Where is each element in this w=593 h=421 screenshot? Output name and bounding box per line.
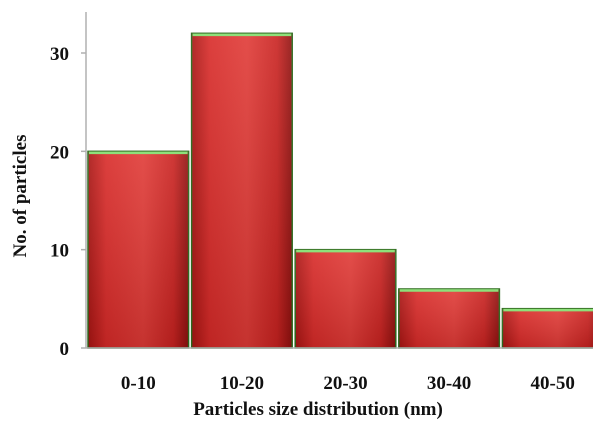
bar-0-10	[87, 150, 190, 349]
bars-group	[87, 32, 593, 349]
x-tick-labels: 0-10 10-20 20-30 30-40 40-50	[121, 373, 575, 394]
bar-30-40	[398, 288, 501, 349]
y-tick-labels: 0 10 20 30	[50, 44, 86, 360]
x-tick-label: 40-50	[531, 373, 575, 394]
y-tick-label: 20	[50, 142, 69, 163]
bar-40-50	[501, 307, 593, 349]
bar-shade	[88, 151, 189, 348]
bar-shade	[502, 308, 593, 348]
y-tick-label: 30	[50, 44, 69, 65]
x-tick-label: 10-20	[220, 373, 264, 394]
bar-shade	[398, 289, 500, 348]
y-tick-label: 10	[50, 241, 69, 262]
bar-shade	[191, 33, 293, 348]
y-tick-label: 0	[60, 339, 70, 360]
x-tick-label: 30-40	[427, 373, 471, 394]
bar-10-20	[190, 32, 293, 349]
y-axis-title: No. of particles	[10, 135, 31, 258]
x-axis-title: Particles size distribution (nm)	[193, 399, 443, 420]
x-tick-label: 0-10	[121, 373, 156, 394]
bar-shade	[295, 249, 396, 348]
x-tick-label: 20-30	[323, 373, 367, 394]
bar-20-30	[294, 248, 397, 349]
